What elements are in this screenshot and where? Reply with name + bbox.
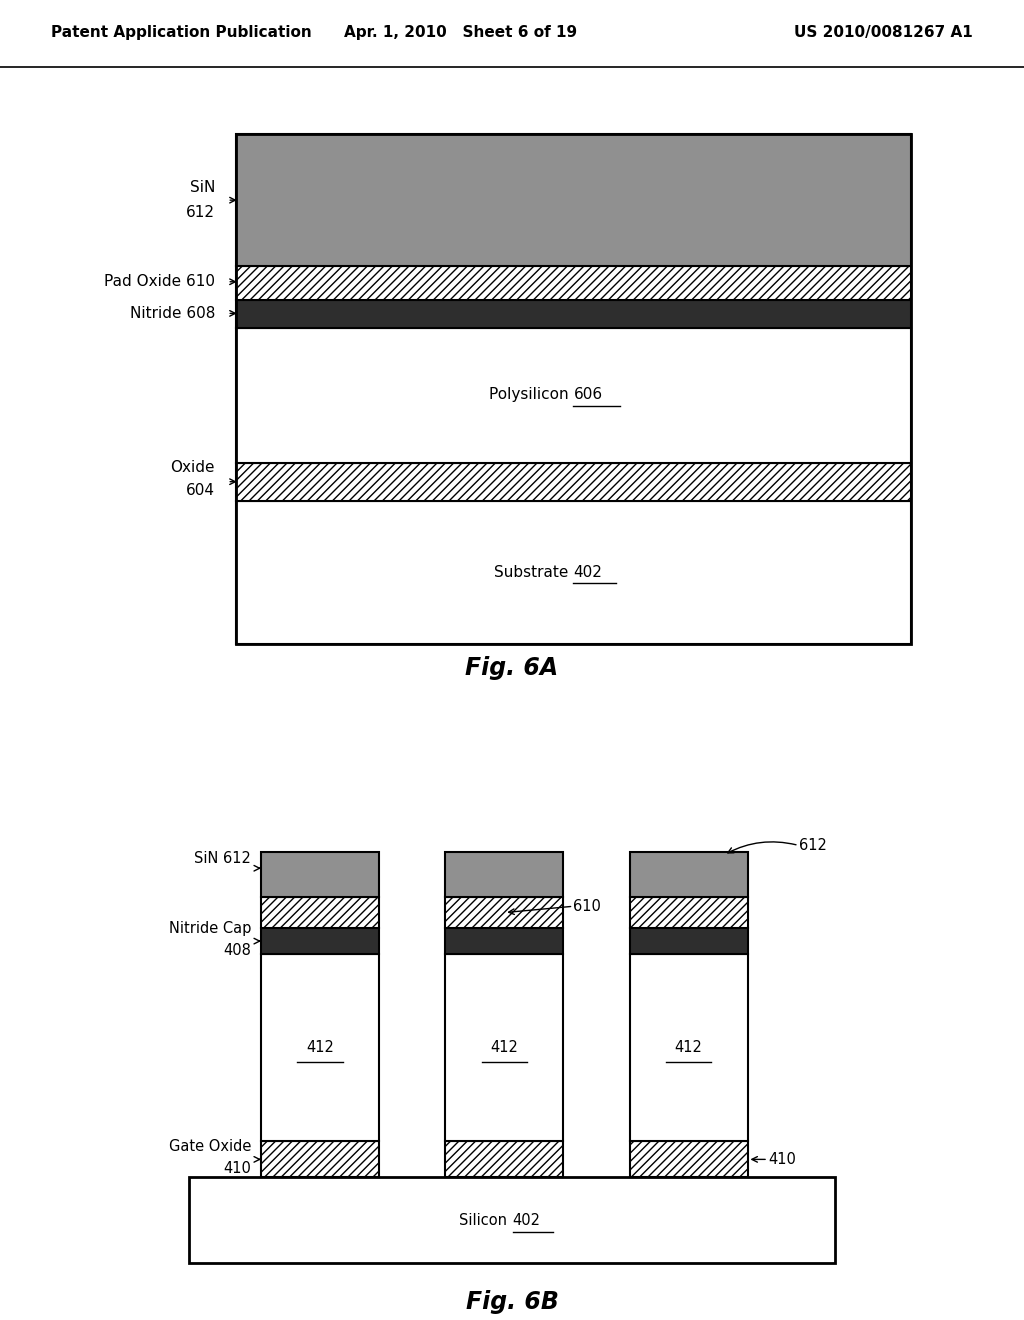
Bar [630, 928, 748, 954]
Text: 402: 402 [573, 565, 602, 579]
Bar [189, 1177, 835, 1263]
Text: Pad Oxide 610: Pad Oxide 610 [104, 275, 215, 289]
Bar [261, 928, 379, 954]
Bar [261, 1142, 379, 1177]
Bar [236, 133, 911, 644]
Text: 612: 612 [186, 206, 215, 220]
Bar [630, 954, 748, 1142]
Text: 412: 412 [675, 1040, 702, 1056]
Text: 402: 402 [512, 1213, 540, 1228]
Text: 604: 604 [186, 483, 215, 499]
Text: 412: 412 [490, 1040, 518, 1056]
Bar [236, 463, 911, 502]
Text: Oxide: Oxide [171, 461, 215, 475]
Bar [261, 851, 379, 898]
Bar [445, 928, 563, 954]
Bar [445, 851, 563, 898]
Text: US 2010/0081267 A1: US 2010/0081267 A1 [794, 25, 973, 40]
Text: Nitride 608: Nitride 608 [130, 306, 215, 321]
Text: 412: 412 [306, 1040, 334, 1056]
Bar [630, 851, 748, 898]
Text: Substrate: Substrate [495, 565, 573, 579]
Text: 410: 410 [768, 1152, 796, 1167]
Bar [236, 327, 911, 463]
Text: Patent Application Publication: Patent Application Publication [51, 25, 312, 40]
Text: SiN 612: SiN 612 [194, 851, 251, 866]
Bar [445, 898, 563, 928]
Text: 410: 410 [223, 1162, 251, 1176]
Bar [630, 898, 748, 928]
Bar [261, 954, 379, 1142]
Text: Polysilicon: Polysilicon [488, 388, 573, 403]
Bar [236, 267, 911, 300]
Text: 606: 606 [573, 388, 602, 403]
Text: 610: 610 [573, 899, 601, 913]
Text: Fig. 6B: Fig. 6B [466, 1290, 558, 1313]
Text: 612: 612 [799, 838, 826, 853]
Bar [236, 300, 911, 327]
Bar [261, 898, 379, 928]
Text: Gate Oxide: Gate Oxide [169, 1139, 251, 1154]
Bar [445, 954, 563, 1142]
Text: Apr. 1, 2010   Sheet 6 of 19: Apr. 1, 2010 Sheet 6 of 19 [344, 25, 578, 40]
Text: Nitride Cap: Nitride Cap [169, 921, 251, 936]
Text: Fig. 6A: Fig. 6A [466, 656, 558, 680]
Text: Silicon: Silicon [460, 1213, 512, 1228]
Text: 408: 408 [223, 942, 251, 958]
Text: SiN: SiN [189, 180, 215, 195]
Bar [236, 502, 911, 644]
Bar [445, 1142, 563, 1177]
Bar [630, 1142, 748, 1177]
Bar [236, 133, 911, 267]
